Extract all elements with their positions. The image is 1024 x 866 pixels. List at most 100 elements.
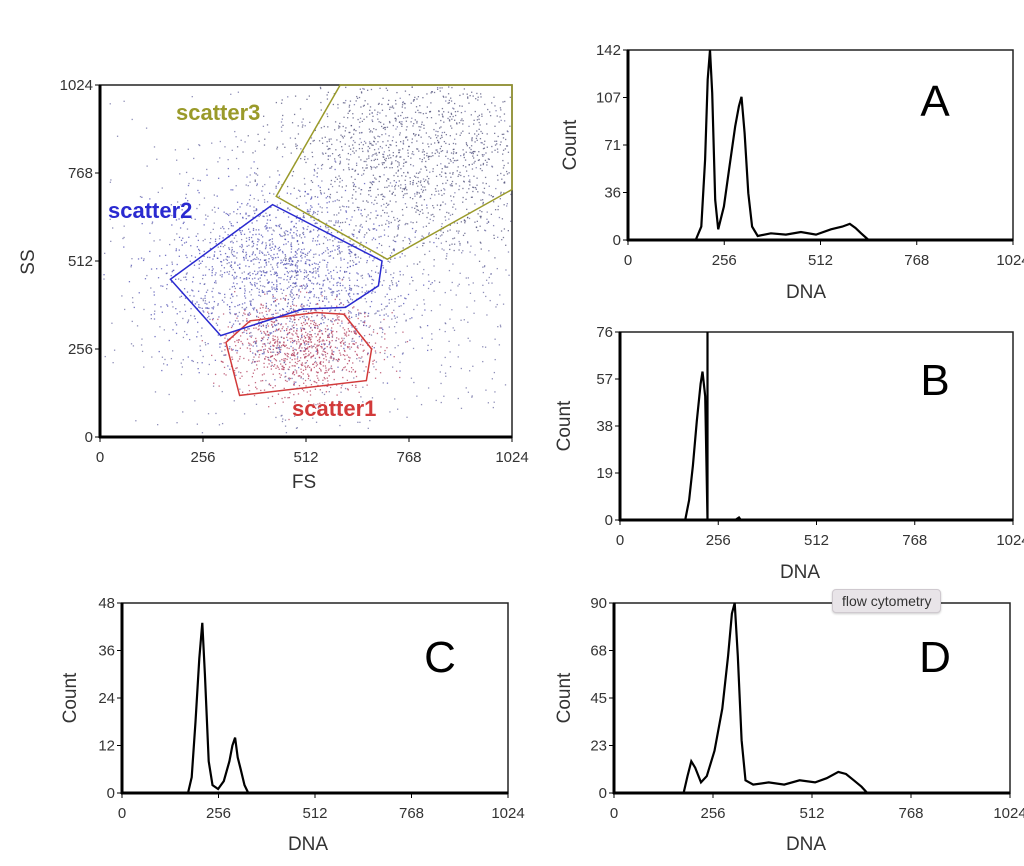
scatter-point — [471, 137, 473, 139]
scatter-point — [422, 273, 424, 275]
scatter-point — [307, 299, 309, 302]
scatter-point — [383, 151, 385, 153]
scatter-point — [365, 142, 367, 144]
scatter-point — [301, 252, 303, 254]
scatter-point — [450, 289, 452, 291]
scatter-point — [327, 383, 329, 385]
scatter-point — [331, 367, 333, 370]
scatter-point — [263, 362, 265, 365]
scatter-point — [451, 127, 453, 129]
scatter-point — [439, 371, 441, 373]
scatter-point — [234, 255, 236, 257]
scatter-point — [139, 195, 142, 198]
scatter-point — [190, 314, 192, 317]
scatter-point — [369, 143, 371, 145]
scatter-point — [344, 366, 346, 368]
scatter-point — [380, 215, 382, 217]
scatter-point — [324, 305, 326, 307]
scatter-point — [364, 234, 366, 236]
scatter-point — [379, 327, 381, 329]
scatter-point — [503, 113, 506, 115]
scatter-point — [290, 243, 292, 246]
scatter-point — [339, 241, 341, 243]
scatter-point — [286, 275, 289, 278]
scatter-point — [382, 382, 384, 384]
scatter-point — [275, 367, 277, 369]
scatter-point — [239, 277, 242, 279]
scatter-point — [343, 276, 345, 278]
scatter-point — [473, 186, 475, 189]
y-tick-label: 68 — [590, 643, 607, 660]
scatter-point — [225, 212, 227, 215]
scatter-point — [224, 337, 226, 339]
scatter-point — [474, 254, 476, 256]
scatter-point — [313, 345, 315, 347]
scatter-point — [483, 187, 486, 190]
scatter-point — [401, 123, 403, 125]
scatter-point — [474, 160, 476, 163]
scatter-point — [270, 273, 272, 276]
scatter-point — [321, 163, 324, 166]
scatter-point — [199, 179, 201, 182]
scatter-point — [229, 241, 232, 243]
scatter-point — [264, 357, 266, 360]
scatter-point — [285, 258, 287, 260]
scatter-point — [491, 145, 493, 148]
scatter-point — [319, 340, 321, 343]
scatter-point — [329, 167, 331, 169]
scatter-point — [317, 327, 319, 330]
scatter-point — [252, 307, 254, 309]
scatter-point — [308, 325, 310, 327]
scatter-point — [306, 211, 309, 213]
scatter-point — [256, 388, 258, 390]
scatter-point — [278, 348, 281, 350]
scatter-point — [232, 242, 234, 244]
scatter-point — [268, 384, 270, 386]
scatter-point — [254, 340, 256, 343]
scatter-point — [258, 325, 260, 327]
scatter-point — [391, 167, 393, 169]
scatter-point — [110, 179, 112, 181]
scatter-point — [250, 260, 253, 262]
scatter-point — [449, 248, 451, 251]
scatter-point — [508, 274, 510, 276]
scatter-point — [326, 371, 328, 374]
scatter-point — [278, 352, 280, 355]
scatter-point — [367, 315, 370, 317]
scatter-point — [322, 280, 325, 282]
scatter-point — [267, 334, 269, 336]
scatter-point — [204, 300, 207, 302]
scatter-point — [258, 294, 260, 297]
scatter-point — [352, 168, 354, 170]
y-tick-label: 71 — [604, 137, 621, 154]
scatter-point — [479, 168, 482, 170]
scatter-point — [502, 303, 505, 305]
scatter-point — [349, 255, 352, 257]
scatter-point — [292, 256, 294, 258]
scatter-point — [315, 382, 318, 384]
scatter-point — [369, 189, 372, 192]
scatter-point — [265, 272, 268, 274]
scatter-point — [482, 271, 484, 274]
scatter-point — [282, 326, 284, 328]
scatter-point — [250, 331, 252, 334]
scatter-point — [235, 234, 237, 237]
scatter-point — [288, 366, 291, 368]
scatter-point — [498, 121, 500, 123]
scatter-point — [252, 245, 254, 247]
scatter-point — [494, 144, 497, 146]
scatter-point — [384, 352, 386, 355]
scatter-point — [340, 345, 342, 347]
scatter-point — [448, 340, 450, 343]
scatter-point — [304, 275, 306, 278]
scatter-point — [349, 298, 352, 300]
scatter-point — [319, 206, 321, 208]
scatter-point — [252, 341, 255, 343]
scatter-point — [443, 140, 446, 143]
scatter-point — [350, 176, 353, 178]
scatter-point — [175, 332, 178, 335]
scatter-point — [306, 366, 309, 368]
scatter-point — [353, 343, 356, 345]
scatter-point — [280, 323, 283, 325]
scatter-point — [331, 349, 333, 351]
